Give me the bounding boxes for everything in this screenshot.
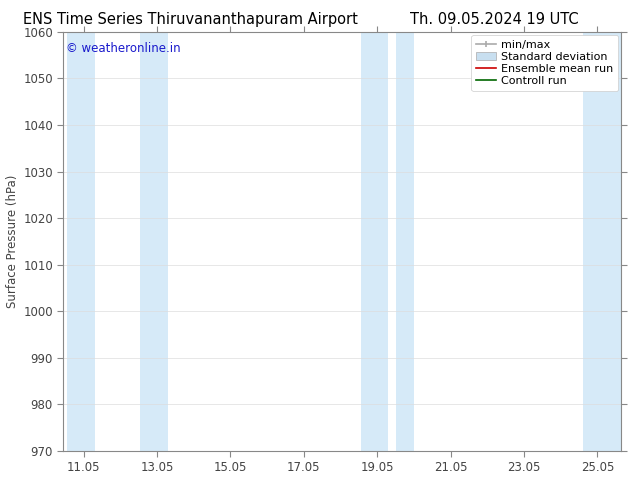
Bar [583, 32, 621, 451]
Bar [361, 32, 388, 451]
Bar [396, 32, 414, 451]
Legend: min/max, Standard deviation, Ensemble mean run, Controll run: min/max, Standard deviation, Ensemble me… [471, 35, 618, 91]
Bar [67, 32, 94, 451]
Text: Th. 09.05.2024 19 UTC: Th. 09.05.2024 19 UTC [410, 12, 579, 27]
Text: © weatheronline.in: © weatheronline.in [66, 42, 181, 55]
Y-axis label: Surface Pressure (hPa): Surface Pressure (hPa) [6, 174, 19, 308]
Bar [141, 32, 168, 451]
Text: ENS Time Series Thiruvananthapuram Airport: ENS Time Series Thiruvananthapuram Airpo… [23, 12, 358, 27]
